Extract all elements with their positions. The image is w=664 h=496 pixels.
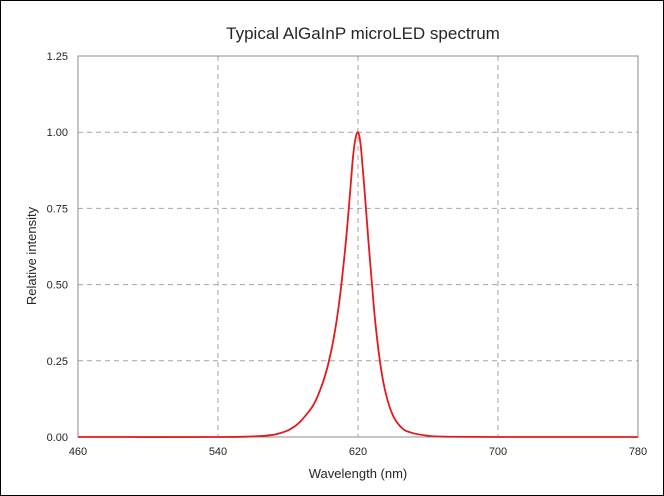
- chart-title: Typical AlGaInP microLED spectrum: [226, 24, 500, 43]
- spectrum-series-line: [77, 131, 639, 438]
- y-tick-label: 0.75: [47, 203, 68, 215]
- y-axis-ticks: 0.00 0.25 0.50 0.75 1.00 1.25: [47, 51, 68, 444]
- y-axis-title: Relative intensity: [24, 206, 39, 305]
- x-tick-label: 620: [349, 446, 367, 458]
- x-tick-label: 700: [489, 446, 507, 458]
- x-tick-label: 540: [209, 446, 227, 458]
- x-axis-title: Wavelength (nm): [309, 466, 408, 481]
- series-layer: [77, 131, 639, 438]
- y-tick-label: 1.00: [47, 127, 68, 139]
- y-tick-label: 0.00: [47, 432, 68, 444]
- x-axis-ticks: 460 540 620 700 780: [69, 446, 647, 458]
- y-tick-label: 0.25: [47, 356, 68, 368]
- x-tick-label: 780: [629, 446, 647, 458]
- grid-lines: [78, 55, 638, 437]
- x-tick-label: 460: [69, 446, 87, 458]
- y-tick-label: 0.50: [47, 280, 68, 292]
- y-tick-label: 1.25: [47, 51, 68, 63]
- plot-area-frame: [77, 55, 639, 438]
